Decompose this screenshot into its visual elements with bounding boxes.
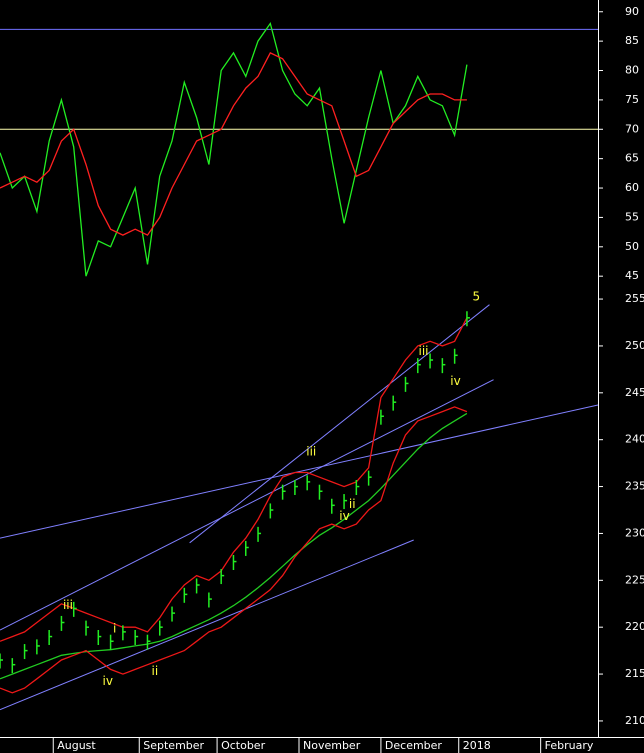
y-tick-label: 70: [625, 122, 639, 135]
y-tick-label: 22500: [625, 573, 644, 586]
wave-label: ii: [151, 664, 158, 678]
x-tick-label: 2018: [463, 739, 491, 752]
wave-label: iv: [103, 674, 113, 688]
y-tick-label: 23500: [625, 480, 644, 493]
x-tick-label: December: [385, 739, 443, 752]
x-tick-label: February: [545, 739, 594, 752]
series-line: [0, 406, 468, 694]
series-line: [0, 52, 467, 236]
series-line: [0, 21, 468, 277]
wave-label: iii: [306, 444, 316, 458]
y-tick-label: 24500: [625, 386, 644, 399]
wave-label: iv: [450, 374, 460, 388]
y-tick-label: 65: [625, 152, 639, 165]
y-tick-label: 22000: [625, 620, 644, 633]
wave-label: i: [113, 622, 116, 636]
trendline: [0, 539, 414, 711]
y-tick-label: 24000: [625, 433, 644, 446]
y-tick-label: 75: [625, 93, 639, 106]
y-tick-label: 55: [625, 210, 639, 223]
trendline: [0, 379, 494, 631]
y-tick-label: 23000: [625, 526, 644, 539]
y-tick-label: 85: [625, 34, 639, 47]
y-tick-label: 90: [625, 5, 639, 18]
series-line: [0, 317, 468, 642]
wave-label: 5: [473, 290, 481, 304]
y-tick-label: 25500: [625, 292, 644, 305]
trendline: [0, 404, 599, 539]
y-tick-label: 80: [625, 64, 639, 77]
y-tick-label: 21500: [625, 667, 644, 680]
wave-label: ii: [349, 497, 356, 511]
x-tick-label: November: [303, 739, 361, 752]
x-tick-label: October: [221, 739, 265, 752]
y-tick-label: 45: [625, 269, 639, 282]
wave-label: iv: [339, 509, 349, 523]
series-line: [0, 412, 468, 680]
y-tick-label: 60: [625, 181, 639, 194]
y-tick-label: 25000: [625, 339, 644, 352]
y-tick-label: 21000: [625, 714, 644, 727]
x-tick-label: September: [143, 739, 204, 752]
x-tick-label: August: [57, 739, 96, 752]
wave-label: iii: [419, 344, 429, 358]
y-tick-label: 50: [625, 240, 639, 253]
wave-label: iii: [63, 598, 73, 612]
